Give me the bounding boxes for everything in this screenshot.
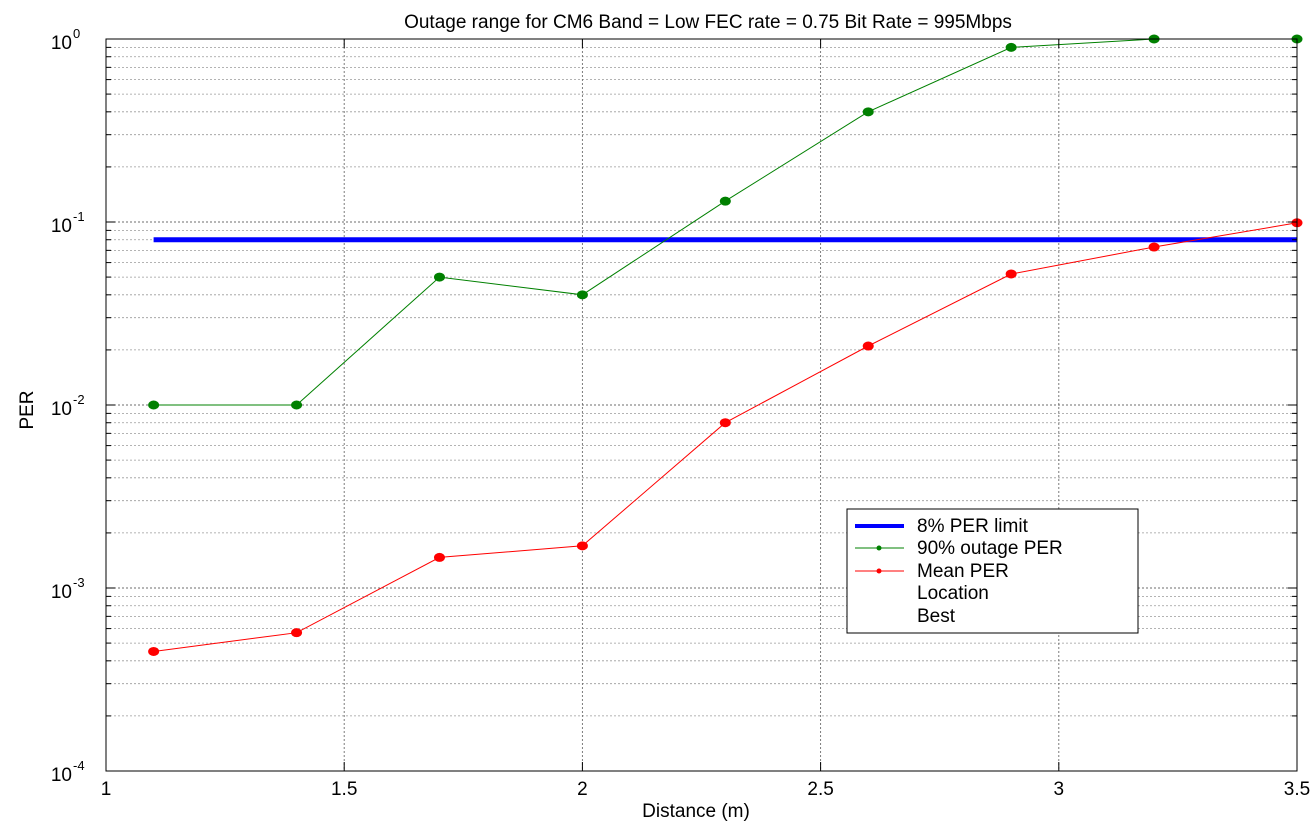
- series-2-point: [719, 418, 731, 428]
- y-tick-label-base: 10: [51, 33, 72, 54]
- series-1-point: [719, 196, 731, 206]
- x-tick-label: 3: [1054, 779, 1065, 800]
- y-tick-label-exponent: 0: [73, 26, 80, 41]
- x-axis-label: Distance (m): [642, 801, 750, 822]
- series-2-point: [291, 628, 303, 638]
- series-1-point: [291, 400, 303, 410]
- legend-label-best: Best: [917, 606, 956, 627]
- y-tick-label-base: 10: [51, 582, 72, 603]
- series-1-point: [433, 272, 445, 282]
- legend-label-mean: Mean PER: [917, 561, 1009, 582]
- x-tick-label: 1: [101, 779, 112, 800]
- series-1-point: [862, 107, 874, 117]
- legend-label-per-limit: 8% PER limit: [917, 516, 1029, 537]
- series-1-point: [1005, 42, 1017, 52]
- series-1-point: [148, 400, 160, 410]
- legend: 8% PER limit 90% outage PER Mean PER Loc…: [846, 508, 1139, 634]
- series-line-1: [153, 38, 1297, 406]
- y-tick-label-base: 10: [51, 399, 72, 420]
- x-tick-label: 2: [577, 779, 588, 800]
- y-tick-label-exponent: -1: [73, 209, 85, 224]
- legend-label-outage: 90% outage PER: [917, 538, 1063, 559]
- y-tick-label-exponent: -2: [73, 392, 85, 407]
- x-tick-label: 1.5: [331, 779, 357, 800]
- series-2-point: [148, 646, 160, 656]
- ticks: 10-410-310-210-110 01 1.5 2 2.5 3 3.5: [51, 26, 1310, 800]
- y-tick-label-base: 10: [51, 216, 72, 237]
- y-tick-label-exponent: -4: [73, 758, 85, 773]
- y-tick-label-exponent: -3: [73, 575, 85, 590]
- y-tick-label-base: 10: [51, 765, 72, 786]
- chart-title: Outage range for CM6 Band = Low FEC rate…: [404, 12, 1012, 33]
- y-axis-label: PER: [17, 390, 38, 429]
- x-tick-label: 2.5: [807, 779, 833, 800]
- legend-marker-mean: [876, 568, 882, 574]
- series-layer: [148, 34, 1303, 656]
- x-tick-label: 3.5: [1284, 779, 1310, 800]
- legend-label-location: Location: [917, 583, 989, 604]
- series-2-point: [576, 541, 588, 551]
- series-1-point: [576, 290, 588, 300]
- series-2-point: [1148, 242, 1160, 252]
- series-2-point: [433, 552, 445, 562]
- series-2-point: [862, 341, 874, 351]
- series-2-point: [1005, 269, 1017, 279]
- legend-marker-outage: [876, 545, 882, 551]
